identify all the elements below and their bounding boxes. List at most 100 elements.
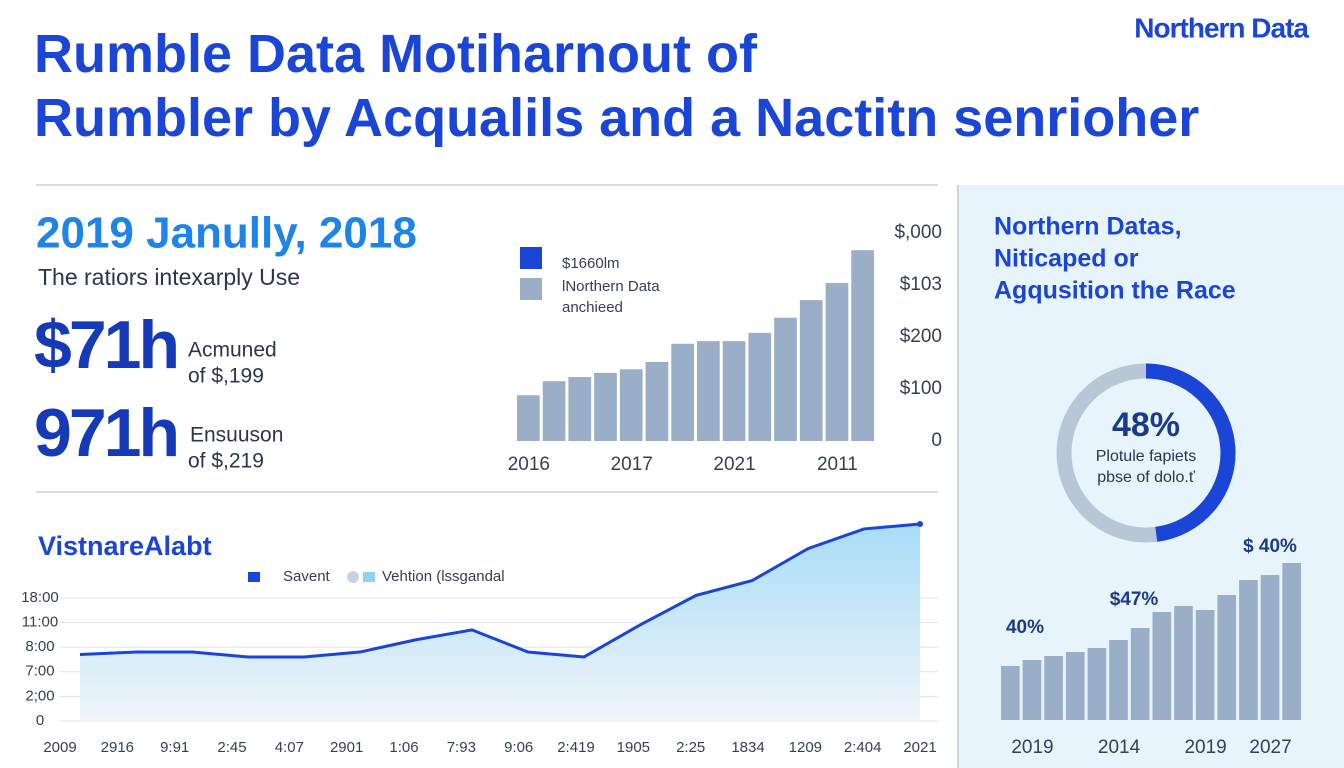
side-panel-bg bbox=[958, 185, 1344, 768]
bar bbox=[799, 300, 823, 441]
y-tick-label: 0 bbox=[36, 712, 44, 729]
chart-title: VistnareAlabt bbox=[38, 531, 212, 561]
x-tick-label: 2014 bbox=[1098, 737, 1141, 758]
x-tick-label: 2017 bbox=[611, 454, 653, 475]
annotation: $ 40% bbox=[1243, 536, 1297, 557]
donut-label: Plotule fapiets bbox=[1096, 448, 1197, 465]
bar bbox=[517, 395, 540, 441]
bar bbox=[1282, 563, 1301, 720]
bar bbox=[1001, 666, 1020, 720]
legend-label: Vehtion (lssgandal bbox=[382, 568, 505, 585]
bar bbox=[851, 250, 874, 441]
stat-label: Ensuuson bbox=[190, 424, 283, 447]
bar bbox=[1152, 612, 1172, 720]
bar bbox=[1260, 575, 1280, 720]
x-tick-label: 9:91 bbox=[160, 739, 189, 756]
title-line: Rumbler by Acqualils and a Nactitn senri… bbox=[34, 88, 1199, 148]
annotation: 40% bbox=[1006, 617, 1044, 638]
area bbox=[80, 524, 920, 721]
y-tick-label: 0 bbox=[931, 430, 942, 451]
bar bbox=[1022, 660, 1042, 720]
x-tick-label: 2011 bbox=[817, 454, 858, 475]
side-heading: Niticaped or bbox=[994, 245, 1139, 273]
legend-swatch bbox=[347, 571, 359, 583]
x-tick-label: 2901 bbox=[330, 739, 363, 756]
annotation: $47% bbox=[1110, 589, 1159, 610]
bar bbox=[568, 377, 592, 441]
stat-sublabel: of $,199 bbox=[188, 365, 264, 388]
legend-note: anchieed bbox=[562, 299, 623, 316]
bar bbox=[1239, 580, 1258, 720]
legend-label: Savent bbox=[283, 568, 331, 585]
y-tick-label: 7:00 bbox=[25, 663, 54, 680]
bar bbox=[1109, 640, 1128, 720]
bar bbox=[645, 361, 669, 441]
y-tick-label: $,000 bbox=[894, 222, 942, 243]
bar bbox=[748, 332, 772, 441]
x-tick-label: 7:93 bbox=[447, 739, 476, 756]
bar bbox=[697, 341, 720, 441]
line-end-dot bbox=[917, 521, 923, 527]
x-tick-label: 2:404 bbox=[844, 739, 882, 756]
bar bbox=[1044, 656, 1063, 720]
bar bbox=[1087, 648, 1107, 720]
x-tick-label: 1209 bbox=[789, 739, 822, 756]
x-tick-label: 2019 bbox=[1011, 737, 1053, 758]
x-tick-label: 4:07 bbox=[275, 739, 304, 756]
x-tick-label: 2:25 bbox=[676, 739, 705, 756]
y-tick-label: 2;00 bbox=[25, 687, 54, 704]
legend-swatch bbox=[248, 572, 260, 582]
legend-swatch bbox=[363, 572, 375, 582]
bar bbox=[671, 343, 694, 441]
bar bbox=[1130, 628, 1150, 720]
legend-label: $1660lm bbox=[562, 255, 620, 272]
bar bbox=[1217, 595, 1237, 720]
stat-value: 971h bbox=[34, 395, 177, 471]
legend-label: lNorthern Data bbox=[562, 278, 660, 295]
bar bbox=[619, 369, 643, 441]
side-heading: Agqusition the Race bbox=[994, 277, 1236, 305]
bar bbox=[825, 282, 849, 441]
brand: Northern Data bbox=[1134, 12, 1309, 43]
bar bbox=[1195, 610, 1215, 720]
x-tick-label: 2019 bbox=[1184, 737, 1226, 758]
stat-sublabel: of $,219 bbox=[188, 450, 264, 473]
y-tick-label: 11:00 bbox=[22, 613, 58, 630]
side-heading: Northern Datas, bbox=[994, 213, 1182, 241]
x-tick-label: 2:419 bbox=[557, 739, 595, 756]
x-tick-label: 1905 bbox=[617, 739, 650, 756]
x-tick-label: 2009 bbox=[43, 739, 76, 756]
line bbox=[79, 522, 921, 659]
x-tick-label: 2021 bbox=[713, 454, 755, 475]
stat-label: Acmuned bbox=[188, 339, 277, 362]
stat-value: $71h bbox=[34, 307, 177, 383]
x-tick-label: 2016 bbox=[508, 454, 550, 475]
bar bbox=[1174, 606, 1193, 720]
bar bbox=[542, 381, 566, 441]
donut-label: pbse of dolo.ť bbox=[1097, 469, 1196, 486]
bar bbox=[1065, 652, 1085, 720]
bar bbox=[774, 317, 797, 441]
bar bbox=[594, 372, 617, 441]
y-tick-label: 18:00 bbox=[21, 589, 59, 606]
summary-heading: 2019 Janully, 2018 bbox=[36, 209, 417, 258]
legend-swatch bbox=[520, 247, 542, 269]
x-tick-label: 2021 bbox=[903, 739, 936, 756]
x-tick-label: 2916 bbox=[101, 739, 134, 756]
x-tick-label: 1834 bbox=[731, 739, 764, 756]
donut-value: 48% bbox=[1112, 406, 1180, 444]
y-tick-label: 8:00 bbox=[25, 638, 54, 655]
donut-segment bbox=[1145, 363, 1236, 542]
legend-swatch bbox=[520, 278, 542, 300]
x-tick-label: 9:06 bbox=[504, 739, 533, 756]
x-tick-label: 1:06 bbox=[389, 739, 418, 756]
x-tick-label: 2:45 bbox=[217, 739, 246, 756]
y-tick-label: $103 bbox=[900, 274, 942, 295]
y-tick-label: $200 bbox=[900, 326, 942, 347]
y-tick-label: $100 bbox=[900, 378, 942, 399]
bar bbox=[722, 341, 746, 441]
x-tick-label: 2027 bbox=[1249, 737, 1291, 758]
summary-subtitle: The ratiors intexarply Use bbox=[38, 264, 300, 290]
